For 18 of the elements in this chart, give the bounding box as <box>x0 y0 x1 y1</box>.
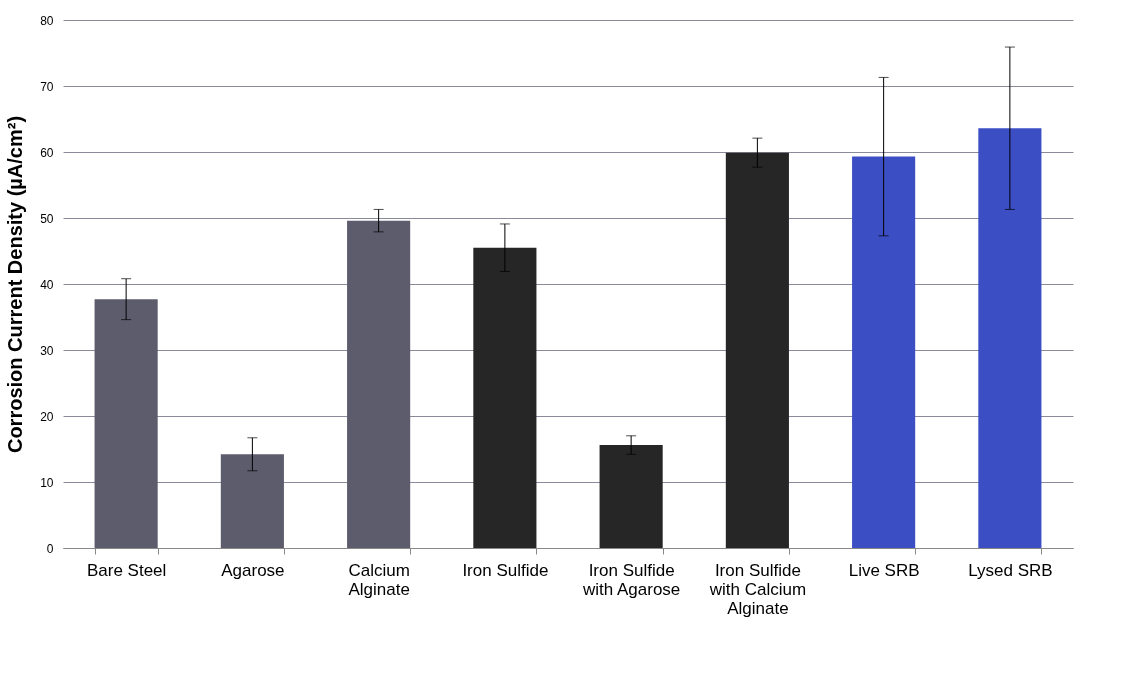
x-tick-label: Iron Sulfide with Calcium Alginate <box>708 560 807 618</box>
y-tick-label: 30 <box>40 343 54 358</box>
y-tick-label: 70 <box>40 79 54 94</box>
x-tick-label: Bare Steel <box>86 560 167 580</box>
y-axis-title: Corrosion Current Density (µA/cm²) <box>4 115 27 454</box>
y-tick-label: 50 <box>40 211 54 226</box>
x-tick-label: Live SRB <box>848 560 920 580</box>
x-tick-label: Iron Sulfide with Agarose <box>581 560 681 599</box>
x-tick-label: Lysed SRB <box>968 560 1053 580</box>
x-tick-label: Agarose <box>221 560 285 580</box>
y-tick-label: 80 <box>40 13 54 28</box>
y-tick-label: 10 <box>40 475 54 490</box>
x-tick-label: Iron Sulfide <box>462 560 549 580</box>
y-tick-label: 60 <box>40 145 54 160</box>
y-tick-label: 40 <box>40 277 54 292</box>
y-tick-label: 20 <box>40 409 54 424</box>
y-tick-label: 0 <box>46 541 54 556</box>
x-tick-label: Calcium Alginate <box>348 560 410 599</box>
